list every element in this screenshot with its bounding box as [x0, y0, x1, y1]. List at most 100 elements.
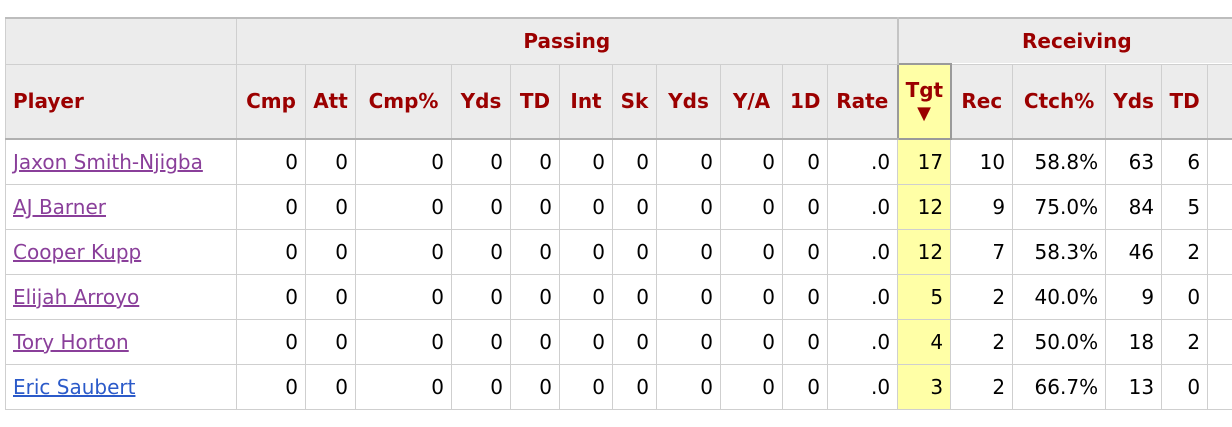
cell-sk-yds: 0	[657, 320, 721, 365]
col-header-pass-td[interactable]: TD	[511, 64, 560, 139]
col-header-rate[interactable]: Rate	[828, 64, 898, 139]
cell-att: 0	[306, 320, 356, 365]
col-header-int[interactable]: Int	[560, 64, 613, 139]
col-header-rec[interactable]: Rec	[951, 64, 1013, 139]
cell-sk: 0	[613, 139, 657, 185]
cell-cmp-pct: 0	[356, 139, 452, 185]
cell-att: 0	[306, 139, 356, 185]
col-header-first-downs[interactable]: 1D	[783, 64, 828, 139]
col-header-rec-td[interactable]: TD	[1162, 64, 1208, 139]
cell-rec: 10	[951, 139, 1013, 185]
cell-overflow	[1208, 139, 1232, 185]
cell-ctch-pct: 50.0%	[1013, 320, 1106, 365]
cell-pass-yds: 0	[452, 275, 511, 320]
player-stats-table: Passing Receiving Player Cmp Att Cmp% Yd…	[5, 17, 1232, 410]
cell-cmp: 0	[237, 230, 306, 275]
cell-pass-td: 0	[511, 275, 560, 320]
col-header-overflow	[1208, 64, 1232, 139]
cell-overflow	[1208, 275, 1232, 320]
cell-sk: 0	[613, 365, 657, 410]
col-header-ya[interactable]: Y/A	[721, 64, 783, 139]
cell-pass-td: 0	[511, 185, 560, 230]
col-header-cmp[interactable]: Cmp	[237, 64, 306, 139]
cell-att: 0	[306, 230, 356, 275]
cell-int: 0	[560, 139, 613, 185]
cell-int: 0	[560, 185, 613, 230]
cell-int: 0	[560, 275, 613, 320]
cell-rate: .0	[828, 365, 898, 410]
over-header-receiving: Receiving	[898, 18, 1232, 64]
player-link[interactable]: Tory Horton	[13, 330, 129, 354]
cell-rec: 9	[951, 185, 1013, 230]
cell-rec: 2	[951, 320, 1013, 365]
cell-sk-yds: 0	[657, 365, 721, 410]
cell-sk: 0	[613, 275, 657, 320]
cell-cmp: 0	[237, 275, 306, 320]
col-header-att[interactable]: Att	[306, 64, 356, 139]
cell-att: 0	[306, 365, 356, 410]
cell-rec: 2	[951, 275, 1013, 320]
cell-rec-td: 2	[1162, 230, 1208, 275]
player-cell: Tory Horton	[6, 320, 237, 365]
cell-cmp: 0	[237, 185, 306, 230]
player-link[interactable]: Jaxon Smith-Njigba	[13, 150, 203, 174]
cell-ya: 0	[721, 185, 783, 230]
cell-rate: .0	[828, 275, 898, 320]
cell-tgt: 12	[898, 185, 951, 230]
player-stats-table-container: Passing Receiving Player Cmp Att Cmp% Yd…	[5, 17, 1232, 427]
cell-pass-yds: 0	[452, 185, 511, 230]
cell-rec-td: 2	[1162, 320, 1208, 365]
cell-pass-yds: 0	[452, 365, 511, 410]
cell-ya: 0	[721, 275, 783, 320]
cell-ya: 0	[721, 320, 783, 365]
cell-pass-td: 0	[511, 320, 560, 365]
player-link[interactable]: Cooper Kupp	[13, 240, 141, 264]
player-cell: Jaxon Smith-Njigba	[6, 139, 237, 185]
cell-rec-td: 0	[1162, 365, 1208, 410]
cell-ctch-pct: 40.0%	[1013, 275, 1106, 320]
col-header-sk[interactable]: Sk	[613, 64, 657, 139]
cell-rate: .0	[828, 320, 898, 365]
col-header-tgt[interactable]: Tgt ▼	[898, 64, 951, 139]
cell-first-downs: 0	[783, 275, 828, 320]
col-header-cmp-pct[interactable]: Cmp%	[356, 64, 452, 139]
column-header-row: Player Cmp Att Cmp% Yds TD Int Sk Yds Y/…	[6, 64, 1232, 139]
over-header-blank	[6, 18, 237, 64]
cell-ctch-pct: 75.0%	[1013, 185, 1106, 230]
cell-att: 0	[306, 275, 356, 320]
cell-cmp: 0	[237, 320, 306, 365]
player-link[interactable]: Eric Saubert	[13, 375, 135, 399]
cell-pass-yds: 0	[452, 320, 511, 365]
cell-rate: .0	[828, 230, 898, 275]
cell-pass-td: 0	[511, 365, 560, 410]
cell-overflow	[1208, 230, 1232, 275]
player-link[interactable]: Elijah Arroyo	[13, 285, 139, 309]
cell-first-downs: 0	[783, 320, 828, 365]
cell-first-downs: 0	[783, 139, 828, 185]
col-header-ctch-pct[interactable]: Ctch%	[1013, 64, 1106, 139]
cell-first-downs: 0	[783, 230, 828, 275]
cell-rec-td: 6	[1162, 139, 1208, 185]
cell-ctch-pct: 58.3%	[1013, 230, 1106, 275]
player-link[interactable]: AJ Barner	[13, 195, 106, 219]
cell-cmp-pct: 0	[356, 185, 452, 230]
cell-rec-yds: 18	[1106, 320, 1162, 365]
cell-cmp: 0	[237, 365, 306, 410]
cell-sk-yds: 0	[657, 185, 721, 230]
col-header-pass-yds[interactable]: Yds	[452, 64, 511, 139]
col-header-sk-yds[interactable]: Yds	[657, 64, 721, 139]
cell-rec-yds: 46	[1106, 230, 1162, 275]
cell-sk-yds: 0	[657, 230, 721, 275]
cell-cmp-pct: 0	[356, 275, 452, 320]
col-header-tgt-label: Tgt	[906, 78, 944, 102]
cell-tgt: 12	[898, 230, 951, 275]
col-header-player[interactable]: Player	[6, 64, 237, 139]
over-header-passing: Passing	[237, 18, 898, 64]
col-header-rec-yds[interactable]: Yds	[1106, 64, 1162, 139]
cell-pass-yds: 0	[452, 230, 511, 275]
